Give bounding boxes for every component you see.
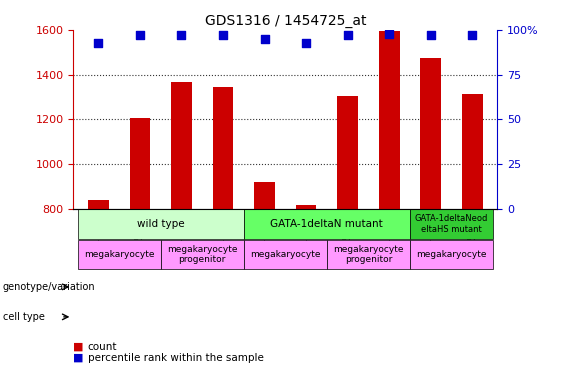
Point bbox=[260, 36, 269, 42]
Point bbox=[136, 32, 145, 38]
Text: megakaryocyte
progenitor: megakaryocyte progenitor bbox=[333, 245, 403, 264]
Point bbox=[94, 39, 103, 45]
Text: genotype/variation: genotype/variation bbox=[3, 282, 95, 292]
Point bbox=[302, 39, 311, 45]
FancyBboxPatch shape bbox=[244, 209, 410, 239]
FancyBboxPatch shape bbox=[244, 240, 327, 269]
FancyBboxPatch shape bbox=[327, 240, 410, 269]
Bar bbox=[212, 87, 233, 209]
FancyBboxPatch shape bbox=[77, 240, 160, 269]
Title: GDS1316 / 1454725_at: GDS1316 / 1454725_at bbox=[205, 13, 366, 28]
Point bbox=[426, 32, 435, 38]
Text: GATA-1deltaNeod
eltaHS mutant: GATA-1deltaNeod eltaHS mutant bbox=[415, 214, 488, 234]
Text: ■: ■ bbox=[73, 353, 84, 363]
Point bbox=[177, 32, 186, 38]
FancyBboxPatch shape bbox=[160, 240, 244, 269]
Text: ■: ■ bbox=[73, 342, 84, 352]
Bar bbox=[337, 96, 358, 208]
Text: percentile rank within the sample: percentile rank within the sample bbox=[88, 353, 263, 363]
Text: megakaryocyte: megakaryocyte bbox=[84, 250, 154, 259]
Text: GATA-1deltaN mutant: GATA-1deltaN mutant bbox=[271, 219, 383, 229]
Bar bbox=[254, 182, 275, 209]
Text: cell type: cell type bbox=[3, 312, 45, 322]
FancyBboxPatch shape bbox=[410, 209, 493, 239]
Text: megakaryocyte
progenitor: megakaryocyte progenitor bbox=[167, 245, 237, 264]
Bar bbox=[462, 94, 483, 208]
Text: megakaryocyte: megakaryocyte bbox=[416, 250, 487, 259]
Point bbox=[385, 31, 394, 37]
Text: wild type: wild type bbox=[137, 219, 185, 229]
Bar bbox=[171, 82, 192, 209]
Point bbox=[468, 32, 477, 38]
Bar bbox=[420, 58, 441, 208]
Point bbox=[219, 32, 228, 38]
Bar bbox=[88, 200, 108, 208]
Bar bbox=[129, 118, 150, 208]
Text: count: count bbox=[88, 342, 117, 352]
FancyBboxPatch shape bbox=[77, 209, 244, 239]
FancyBboxPatch shape bbox=[410, 240, 493, 269]
Text: megakaryocyte: megakaryocyte bbox=[250, 250, 320, 259]
Bar bbox=[295, 205, 316, 209]
Point bbox=[343, 32, 352, 38]
Bar bbox=[379, 31, 399, 208]
